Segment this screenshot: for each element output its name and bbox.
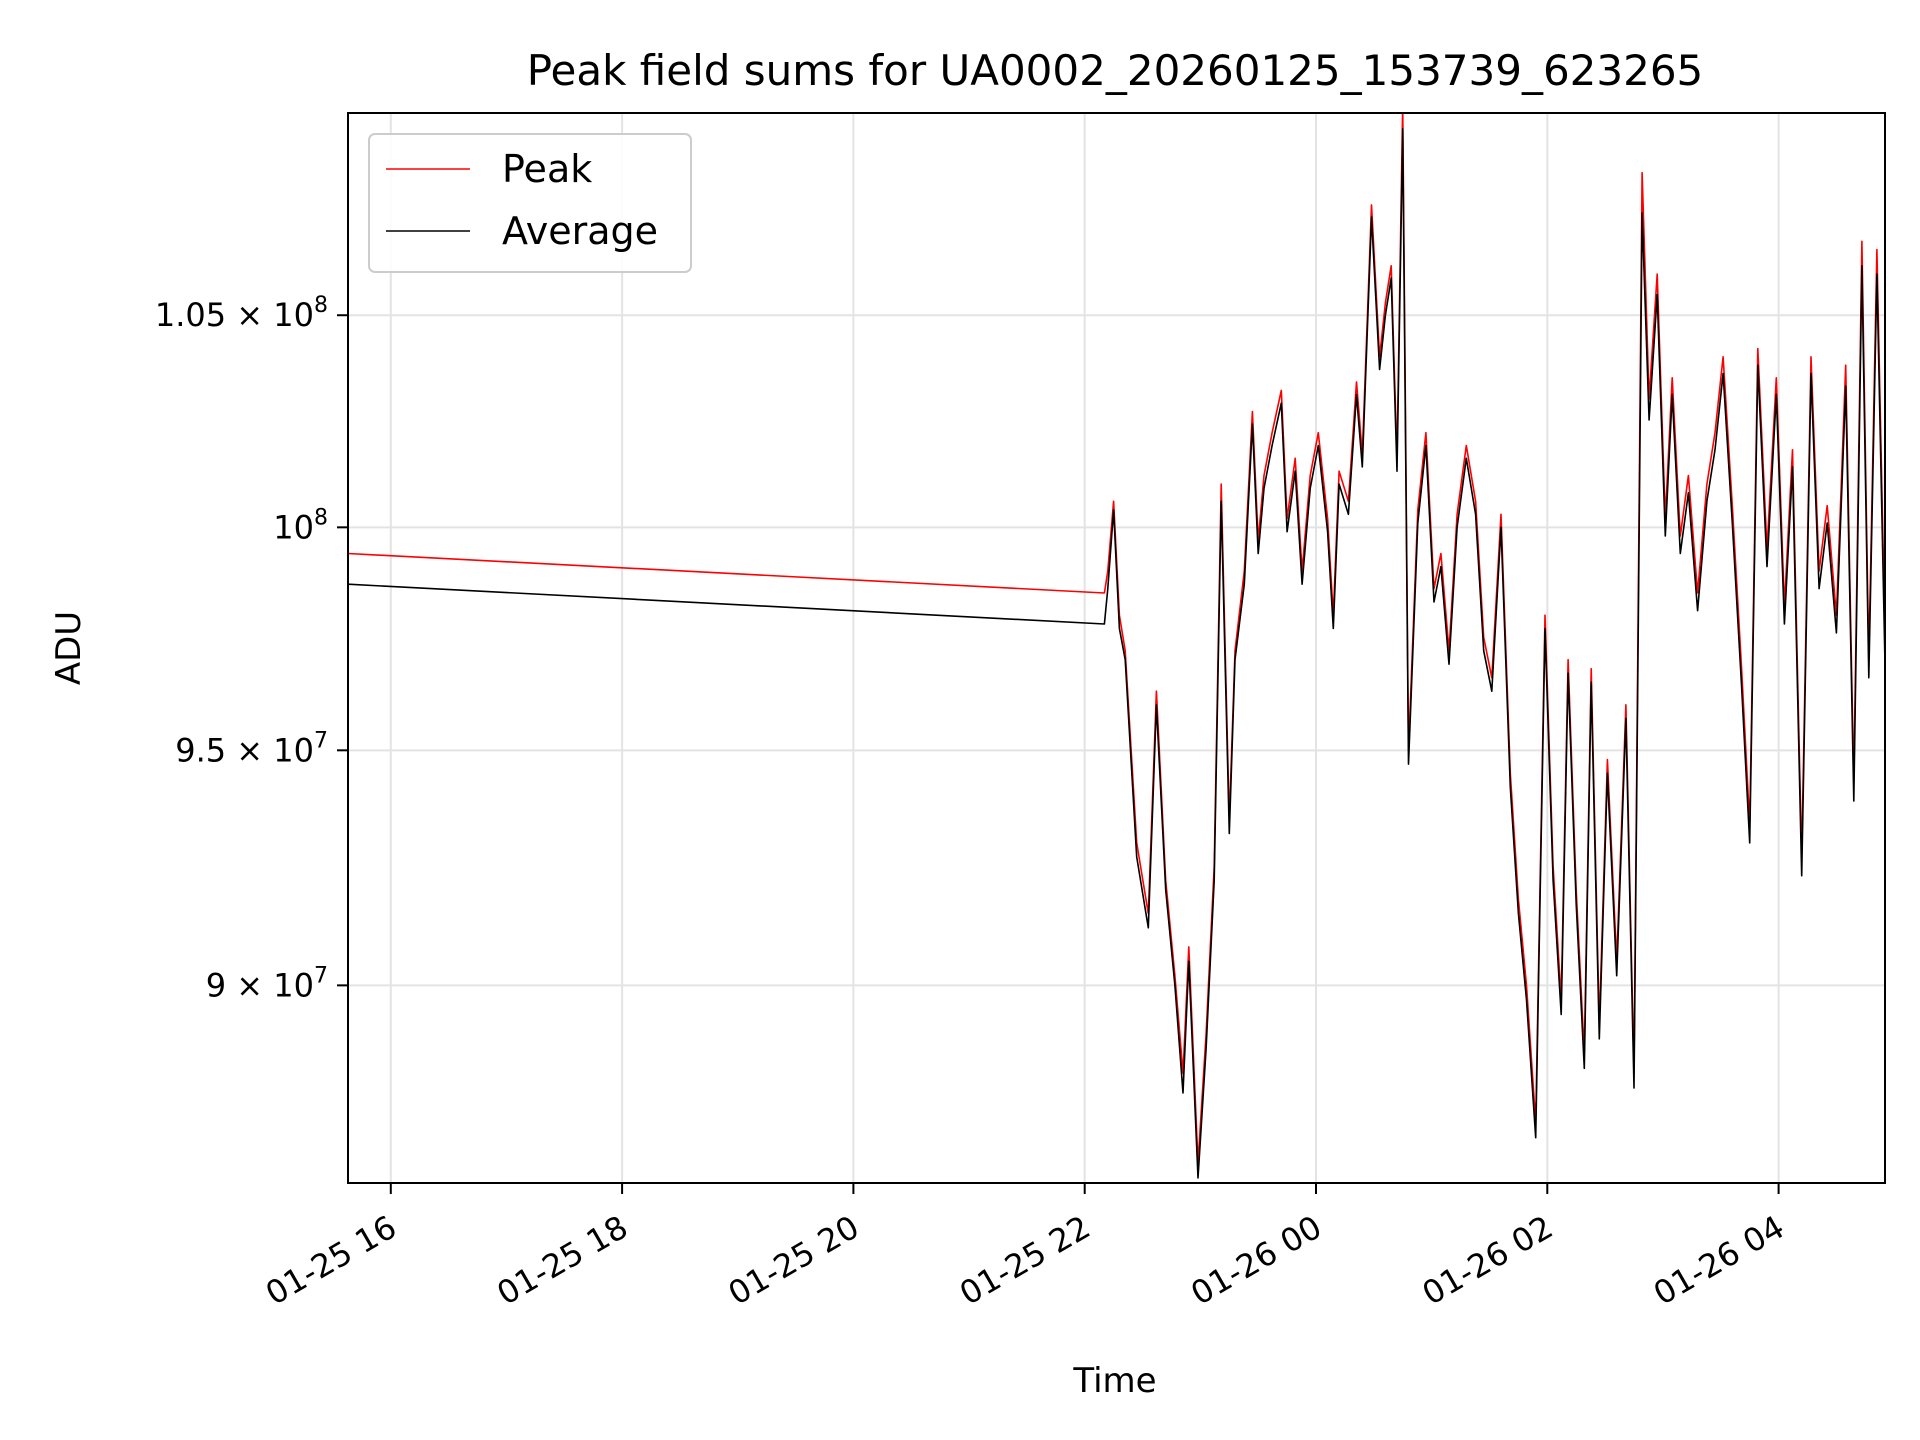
y-axis-label: ADU <box>49 611 89 685</box>
grid <box>348 113 1885 1183</box>
legend: Peak Average <box>368 133 692 273</box>
legend-label-average: Average <box>502 209 658 253</box>
x-axis-label: Time <box>1072 1361 1156 1401</box>
y-tick-label: 9 × 107 <box>206 963 328 1004</box>
plot-frame <box>347 112 1886 1184</box>
y-tick-label: 108 <box>273 505 328 546</box>
chart-title: Peak field sums for UA0002_20260125_1537… <box>527 46 1704 95</box>
plot-series <box>348 113 1885 1179</box>
legend-label-peak: Peak <box>502 147 592 191</box>
y-tick-label: 9.5 × 107 <box>175 728 328 769</box>
series-line-average <box>348 128 1885 1179</box>
y-axis-ticks: 9 × 107 9.5 × 107 108 1.05 × 108 <box>155 293 348 1004</box>
y-tick-label: 1.05 × 108 <box>155 293 328 334</box>
